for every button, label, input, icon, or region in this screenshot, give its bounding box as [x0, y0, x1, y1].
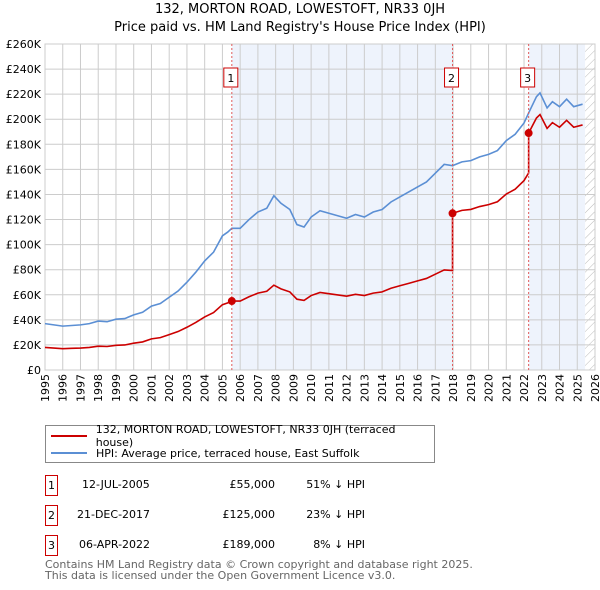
sale-point [227, 297, 236, 306]
x-tick-label: 2012 [341, 374, 354, 402]
y-tick-label: £200K [6, 113, 42, 126]
y-tick-label: £40K [13, 314, 42, 327]
sale-point [448, 209, 457, 218]
x-tick-label: 2006 [234, 374, 247, 402]
legend: 132, MORTON ROAD, LOWESTOFT, NR33 0JH (t… [45, 423, 435, 463]
x-tick-label: 2025 [571, 374, 584, 402]
x-tick-label: 2015 [394, 374, 407, 402]
y-tick-label: £100K [6, 239, 42, 252]
x-tick-label: 2016 [412, 374, 425, 402]
sale-label-box [520, 67, 536, 88]
y-tick-label: £160K [6, 163, 42, 176]
x-tick-label: 2022 [518, 374, 531, 402]
x-tick-label: 2005 [216, 374, 229, 402]
transaction-row: 3 06-APR-2022 £189,000 8% ↓ HPI [45, 535, 445, 556]
y-tick-label: £240K [6, 63, 42, 76]
x-tick-label: 2003 [181, 374, 194, 402]
y-tick-label: £60K [13, 289, 42, 302]
y-tick-label: £180K [6, 138, 42, 151]
sale-label: 3 [524, 72, 531, 85]
sale-point [524, 129, 533, 138]
transaction-price: £125,000 [222, 508, 276, 521]
transaction-date: 21-DEC-2017 [77, 508, 151, 521]
y-tick-label: £120K [6, 214, 42, 227]
transaction-hpi-diff: 23% ↓ HPI [306, 508, 365, 521]
x-tick-label: 1999 [110, 374, 123, 402]
footer-copyright: Contains HM Land Registry data © Crown c… [45, 558, 473, 571]
transaction-price: £189,000 [222, 538, 276, 551]
transaction-hpi-diff: 51% ↓ HPI [306, 478, 365, 491]
y-tick-label: £0 [27, 364, 41, 377]
x-tick-label: 2020 [483, 374, 496, 402]
x-tick-label: 2000 [128, 374, 141, 402]
footer: Contains HM Land Registry data © Crown c… [45, 559, 473, 581]
sale-label-box [223, 67, 239, 88]
sale-label-box [444, 67, 460, 88]
x-tick-label: 2007 [252, 374, 265, 402]
x-tick-label: 2010 [305, 374, 318, 402]
y-tick-label: £220K [6, 88, 42, 101]
y-tick-label: £80K [13, 264, 42, 277]
legend-label-property: 132, MORTON ROAD, LOWESTOFT, NR33 0JH (t… [95, 423, 396, 449]
transaction-date: 06-APR-2022 [79, 538, 151, 551]
forecast-hatch [585, 44, 595, 370]
chart-subtitle: Price paid vs. HM Land Registry's House … [114, 20, 486, 35]
transaction-hpi-diff: 8% ↓ HPI [313, 538, 365, 551]
transaction-row: 1 12-JUL-2005 £55,000 51% ↓ HPI [45, 475, 445, 496]
legend-item-property: 132, MORTON ROAD, LOWESTOFT, NR33 0JH (t… [46, 423, 434, 449]
legend-label-hpi: HPI: Average price, terraced house, East… [96, 446, 360, 460]
sale-label: 2 [448, 72, 455, 85]
price-chart: 1995 1996 1997 1998 1999 2000 2001 2002 2003 2004… [6, 38, 600, 402]
x-tick-label: 2023 [536, 374, 549, 402]
legend-item-hpi: HPI: Average price, terraced house, East… [46, 445, 359, 461]
x-tick-label: 1998 [92, 374, 105, 402]
shaded-period [528, 44, 586, 370]
x-tick-label: 1996 [57, 374, 70, 402]
y-tick-label: £140K [6, 188, 42, 201]
x-tick-label: 2002 [163, 374, 176, 402]
transaction-number: 3 [45, 535, 58, 556]
x-tick-label: 2013 [358, 374, 371, 402]
footer-licence: This data is licensed under the Open Gov… [45, 569, 396, 582]
x-tick-label: 2009 [287, 374, 300, 402]
x-tick-label: 2018 [447, 374, 460, 402]
shaded-period [231, 44, 453, 370]
transaction-number: 1 [45, 475, 58, 496]
y-tick-label: £20K [13, 339, 42, 352]
transaction-row: 2 21-DEC-2017 £125,000 23% ↓ HPI [45, 505, 445, 526]
blue-line-swatch [51, 452, 87, 454]
price-paid-line [44, 113, 583, 350]
transaction-price: £55,000 [229, 478, 276, 491]
x-tick-label: 2008 [270, 374, 283, 402]
y-tick-label: £260K [6, 38, 42, 51]
transaction-date: 12-JUL-2005 [82, 478, 150, 491]
x-tick-label: 2011 [323, 374, 336, 402]
red-line-swatch [51, 435, 87, 437]
transaction-number: 2 [45, 505, 58, 526]
x-tick-label: 2019 [465, 374, 478, 402]
x-tick-label: 2024 [554, 374, 567, 402]
x-tick-label: 2014 [376, 374, 389, 402]
chart-title: 132, MORTON ROAD, LOWESTOFT, NR33 0JH [154, 2, 446, 17]
hpi-line [44, 91, 583, 327]
x-tick-label: 2017 [429, 374, 442, 402]
x-tick-label: 2001 [145, 374, 158, 402]
x-tick-label: 2021 [500, 374, 513, 402]
x-tick-label: 1995 [39, 374, 52, 402]
plot-frame [44, 43, 596, 371]
x-tick-label: 2004 [199, 374, 212, 402]
sale-label: 1 [227, 72, 234, 85]
x-tick-label: 1997 [74, 374, 87, 402]
x-tick-label: 2026 [589, 374, 600, 402]
